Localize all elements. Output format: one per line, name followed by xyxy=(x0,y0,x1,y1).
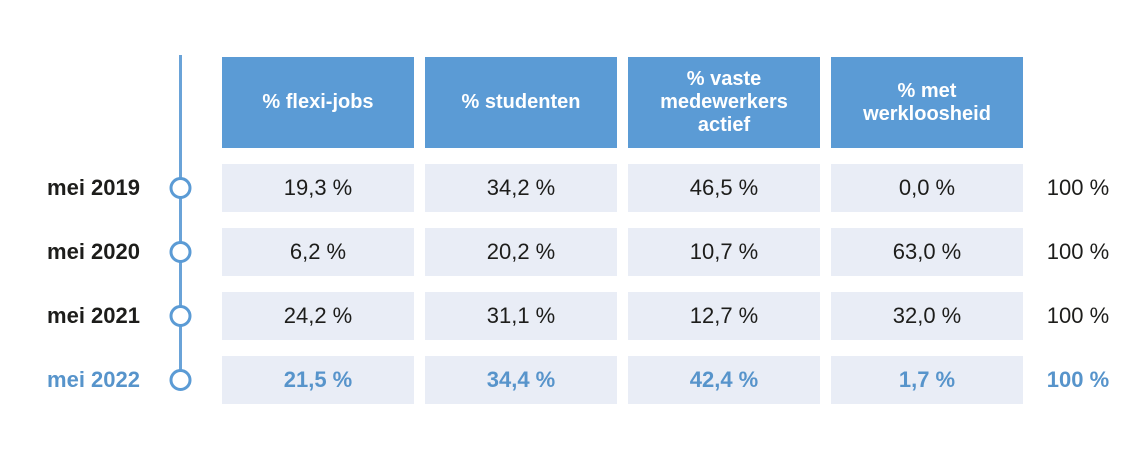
column-header-werkloosheid: % met werkloosheid xyxy=(831,57,1023,148)
total-value: 100 % xyxy=(1046,175,1110,200)
cell-value: 19,3 % xyxy=(222,164,414,212)
cell-value: 34,2 % xyxy=(425,164,617,212)
row-label: mei 2022 xyxy=(47,367,140,392)
column-header-vaste-medewerkers: % vaste medewerkers actief xyxy=(628,57,820,148)
cell-value: 31,1 % xyxy=(425,292,617,340)
cell-value: 0,0 % xyxy=(831,164,1023,212)
header-spacer-total xyxy=(1034,57,1122,148)
cell-value: 12,7 % xyxy=(628,292,820,340)
cell-value: 34,4 % xyxy=(425,356,617,404)
timeline-spacer xyxy=(151,356,211,404)
timeline-spacer xyxy=(151,164,211,212)
row-label: mei 2020 xyxy=(47,239,140,264)
column-header-flexi-jobs: % flexi-jobs xyxy=(222,57,414,148)
timeline-spacer xyxy=(151,292,211,340)
cell-value: 20,2 % xyxy=(425,228,617,276)
cell-value: 32,0 % xyxy=(831,292,1023,340)
column-header-studenten: % studenten xyxy=(425,57,617,148)
header-spacer-label xyxy=(0,57,140,148)
cell-value: 46,5 % xyxy=(628,164,820,212)
total-value: 100 % xyxy=(1046,239,1110,264)
header-spacer-timeline xyxy=(151,57,211,148)
cell-value: 10,7 % xyxy=(628,228,820,276)
row-label: mei 2019 xyxy=(47,175,140,200)
total-value: 100 % xyxy=(1046,367,1110,392)
cell-value: 24,2 % xyxy=(222,292,414,340)
row-label: mei 2021 xyxy=(47,303,140,328)
cell-value: 21,5 % xyxy=(222,356,414,404)
cell-value: 63,0 % xyxy=(831,228,1023,276)
total-value: 100 % xyxy=(1046,303,1110,328)
timeline-spacer xyxy=(151,228,211,276)
cell-value: 6,2 % xyxy=(222,228,414,276)
cell-value: 42,4 % xyxy=(628,356,820,404)
data-table: % flexi-jobs % studenten % vaste medewer… xyxy=(0,57,1142,404)
cell-value: 1,7 % xyxy=(831,356,1023,404)
